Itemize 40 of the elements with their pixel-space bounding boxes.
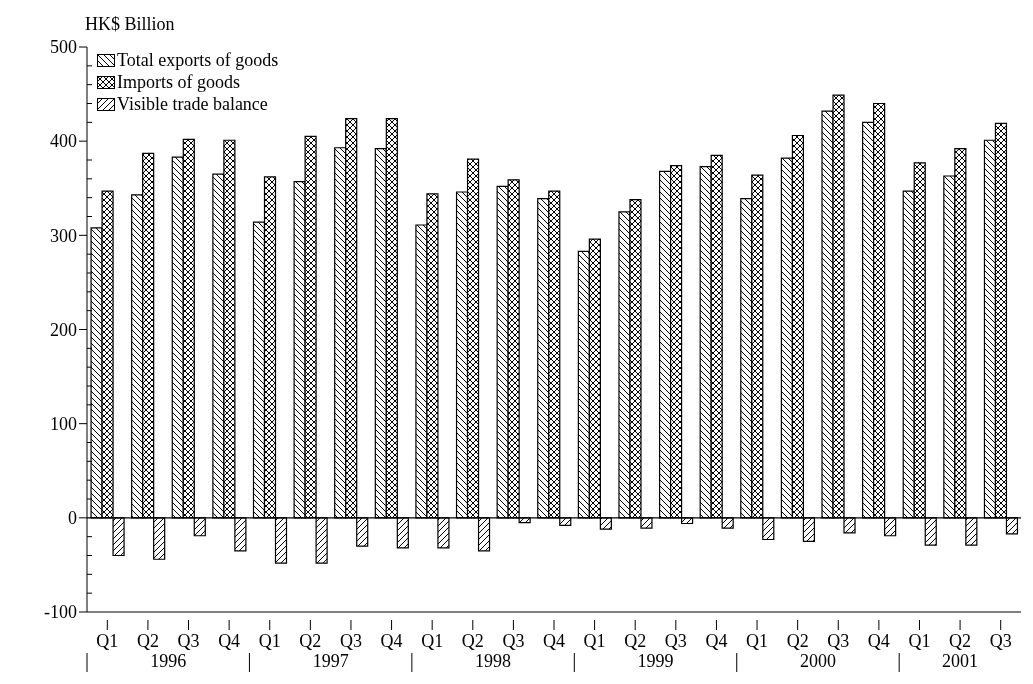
x-tick-label: Q3 [502,631,525,651]
legend-label: Visible trade balance [117,93,268,115]
x-tick-label: Q3 [827,631,850,651]
x-tick-label: Q1 [258,631,281,651]
text: 1999 [637,651,674,671]
x-tick-label: Q1 [96,631,119,651]
x-tick-label: Q2 [461,631,484,651]
x-tick-label: Q2 [136,631,159,651]
x-tick-label: Q3 [664,631,687,651]
text: 2000 [799,651,836,671]
x-tick-label: Q1 [421,631,444,651]
x-tick-label: Q1 [908,631,931,651]
text: 1996 [150,651,187,671]
x-tick-label: Q3 [989,631,1012,651]
text: 1997 [312,651,349,671]
x-tick-label: Q1 [746,631,769,651]
text: 1998 [475,651,512,671]
y-tick-label: 100 [50,413,77,434]
y-tick-label: 400 [50,131,77,152]
x-tick-label: Q4 [380,631,403,651]
legend-label: Imports of goods [117,71,240,93]
y-axis-title: HK$ Billion [85,14,175,35]
x-tick-label: Q4 [543,631,565,651]
x-tick-label: Q3 [339,631,362,651]
y-tick-label: 200 [50,319,77,340]
x-tick-label: Q3 [177,631,200,651]
x-tick-label: Q2 [786,631,809,651]
legend-label: Total exports of goods [117,49,279,71]
x-tick-label: Q4 [705,631,728,651]
y-tick-label: 300 [50,225,77,246]
x-tick-label: Q4 [218,631,241,651]
y-tick-label: 500 [50,37,77,58]
x-tick-label: Q2 [624,631,647,651]
x-tick-label: Q1 [583,631,606,651]
y-tick-label: -100 [44,602,77,623]
y-tick-label: 0 [68,508,77,529]
text: 2001 [942,651,979,671]
x-tick-label: Q2 [299,631,322,651]
x-tick-label: Q4 [867,631,890,651]
x-tick-label: Q2 [949,631,972,651]
